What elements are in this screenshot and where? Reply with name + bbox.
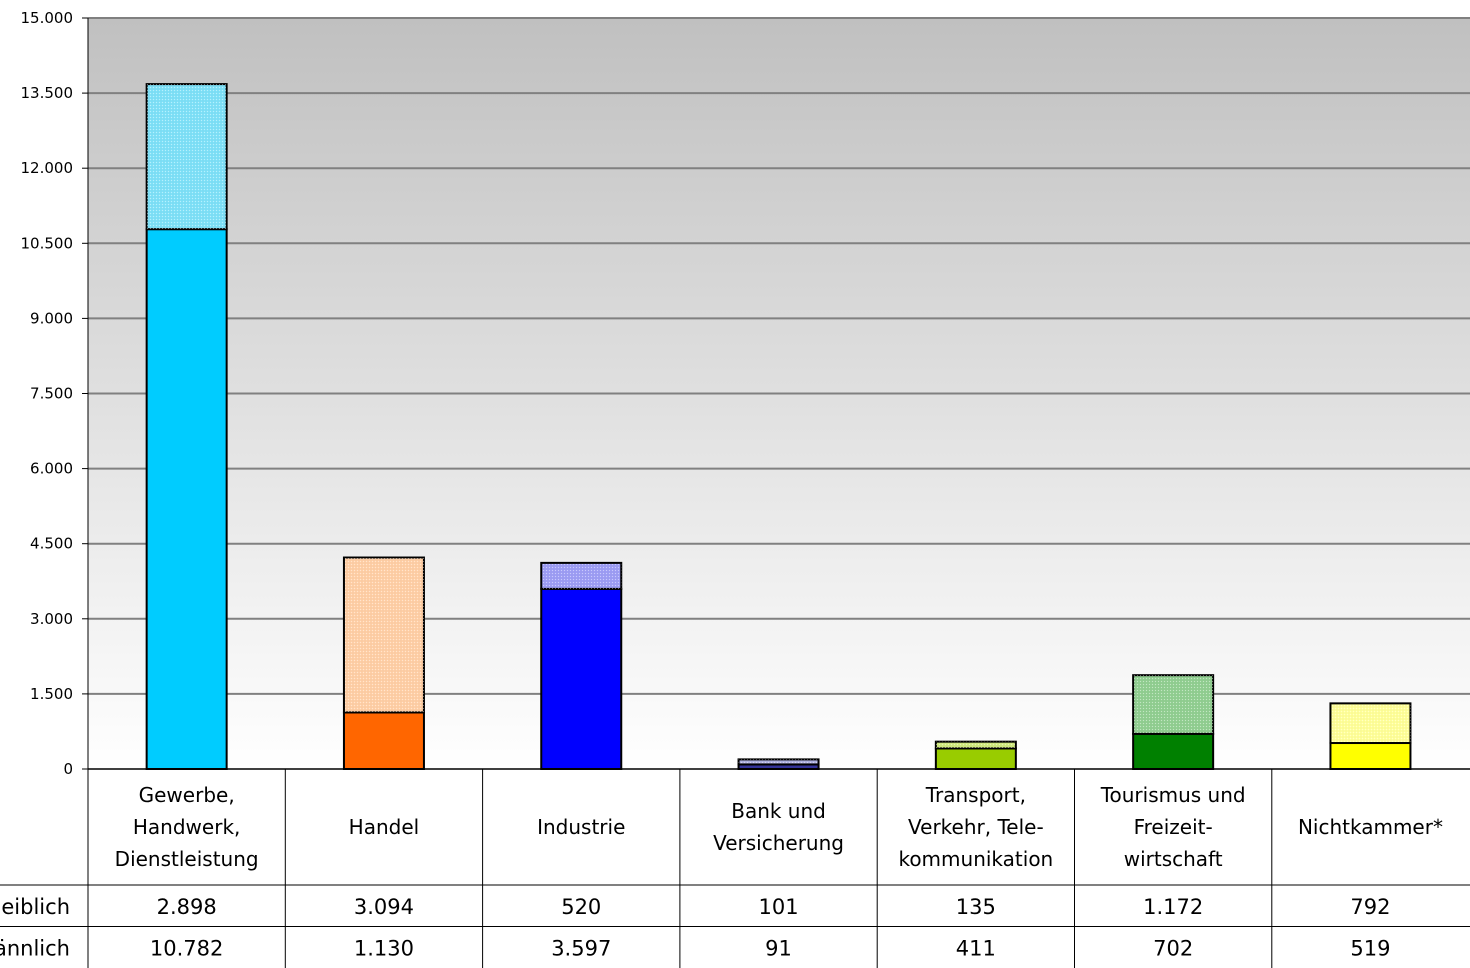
y-axis: 0 1.500 3.000 4.500 6.000 7.500 9.000 10.500 12.… (21, 9, 89, 968)
table-cell-value: 101 (759, 895, 799, 919)
bar-weiblich-texture (935, 741, 1016, 749)
y-tick-label: 15.000 (21, 9, 74, 27)
table-row-header: ännlich (0, 936, 70, 960)
y-tick-label: 7.500 (30, 385, 73, 403)
table-cell-value: 3.597 (551, 936, 611, 960)
bar-maennlich (342, 711, 425, 771)
bar-weiblich-texture (1133, 675, 1214, 734)
table-cell-value: 10.782 (150, 936, 223, 960)
bar-maennlich (1132, 732, 1215, 771)
table-cell-value: 702 (1153, 936, 1193, 960)
y-tick-label: 4.500 (30, 535, 73, 553)
bar-weiblich-texture (1330, 703, 1411, 744)
category-label: Transport, (925, 783, 1026, 807)
y-tick-label: 12.000 (21, 159, 74, 177)
table-row-header: eiblich (1, 895, 70, 919)
table-cell-value: 411 (956, 936, 996, 960)
y-tick-label: 3.000 (30, 610, 73, 628)
table-cell-value: 520 (561, 895, 601, 919)
grid-lines (88, 17, 1470, 695)
category-label: Industrie (537, 815, 625, 839)
y-tick-label: 10.500 (21, 234, 74, 252)
category-label: Gewerbe, (139, 783, 235, 807)
category-label: Versicherung (713, 831, 844, 855)
category-label: kommunikation (898, 847, 1053, 871)
category-label: Handwerk, (133, 815, 241, 839)
table-cell-value: 519 (1350, 936, 1390, 960)
bar-maennlich (145, 228, 228, 770)
category-label: Nichtkammer* (1298, 815, 1443, 839)
y-tick-label: 13.500 (21, 84, 74, 102)
category-label: wirtschaft (1124, 847, 1223, 871)
bar-maennlich (934, 747, 1017, 771)
bar-weiblich-texture (146, 84, 227, 230)
table-cell-value: 2.898 (157, 895, 217, 919)
category-label: Tourismus und (1100, 783, 1246, 807)
bar-maennlich (1329, 742, 1412, 770)
bar-weiblich-texture (738, 759, 819, 765)
bars (145, 83, 1412, 771)
category-label: Dienstleistung (115, 847, 259, 871)
y-tick-label: 1.500 (30, 685, 73, 703)
category-label: Verkehr, Tele- (908, 815, 1044, 839)
y-tick-label: 9.000 (30, 309, 73, 327)
table-cell-value: 91 (765, 936, 792, 960)
table-cell-value: 1.172 (1143, 895, 1203, 919)
category-label: Handel (349, 815, 420, 839)
bar-weiblich-texture (541, 562, 622, 589)
bar-weiblich-texture (343, 557, 424, 713)
table-cell-value: 1.130 (354, 936, 414, 960)
table-cell-value: 792 (1350, 895, 1390, 919)
y-tick-label: 6.000 (30, 460, 73, 478)
bar-maennlich (540, 587, 623, 771)
table-cell-value: 3.094 (354, 895, 414, 919)
y-tick-label: 0 (63, 760, 73, 778)
category-label: Freizeit- (1134, 815, 1213, 839)
table-cell-value: 135 (956, 895, 996, 919)
category-label: Bank und (731, 799, 826, 823)
data-table: Gewerbe, Handwerk, Dienstleistung Handel Ind… (0, 768, 1470, 968)
